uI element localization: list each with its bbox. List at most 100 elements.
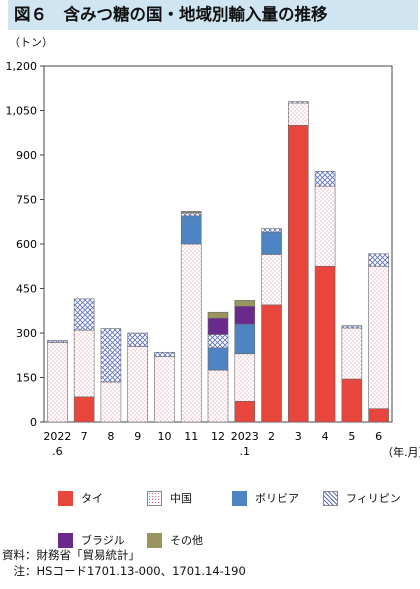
bar-china-0 bbox=[47, 342, 68, 423]
bar-philippines-10 bbox=[314, 171, 336, 187]
x-tick-label-line: 2023 bbox=[231, 430, 259, 443]
x-tick-label-line: .6 bbox=[52, 445, 63, 458]
bar-thai-11 bbox=[341, 378, 363, 423]
bar-other-6 bbox=[207, 311, 229, 319]
x-tick-label-12: 6 bbox=[375, 430, 382, 443]
bar-philippines-6 bbox=[207, 334, 229, 349]
x-tick-label-line: 12 bbox=[211, 430, 225, 443]
bar-china-6 bbox=[207, 369, 229, 423]
y-tick-label-2: 300 bbox=[16, 327, 37, 340]
bar-philippines-9 bbox=[288, 101, 309, 104]
x-tick-label-5: 11 bbox=[184, 430, 198, 443]
bar-philippines-0 bbox=[47, 340, 68, 343]
bar-thai-7 bbox=[234, 400, 256, 423]
legend-label-bolivia: ボリビア bbox=[255, 492, 299, 505]
x-tick-label-6: 12 bbox=[211, 430, 225, 443]
bar-other-5 bbox=[180, 211, 202, 214]
legend-label-brazil: ブラジル bbox=[81, 534, 125, 547]
x-tick-label-2: 8 bbox=[107, 430, 114, 443]
bar-china-1 bbox=[73, 329, 95, 398]
legend-item-other: その他 bbox=[147, 532, 203, 548]
bar-other-7 bbox=[234, 300, 256, 307]
bar-china-4 bbox=[154, 356, 175, 423]
x-axis-unit: （年.月） bbox=[382, 445, 420, 459]
bar-philippines-5 bbox=[180, 212, 202, 217]
x-tick-label-0: 2022 .6 bbox=[43, 430, 71, 458]
legend-item-bolivia: ボリビア bbox=[232, 490, 299, 506]
bar-brazil-7 bbox=[234, 305, 256, 325]
x-tick-label-line: .1 bbox=[240, 445, 251, 458]
x-tick-label-line: 8 bbox=[107, 430, 114, 443]
legend-label-thai: タイ bbox=[81, 492, 103, 505]
x-tick-label-9: 3 bbox=[295, 430, 302, 443]
bar-china-9 bbox=[288, 102, 309, 126]
y-tick-label-0: 0 bbox=[30, 416, 37, 429]
bar-philippines-11 bbox=[341, 325, 363, 329]
hs-code-note: 注：HSコード1701.13-000、1701.14-190 bbox=[2, 564, 246, 578]
bar-philippines-2 bbox=[100, 328, 122, 383]
legend-item-philippines: フィリピン bbox=[323, 490, 401, 506]
y-tick-label-3: 450 bbox=[16, 283, 37, 296]
x-tick-label-line: 2022 bbox=[43, 430, 71, 443]
bar-china-5 bbox=[180, 243, 202, 423]
bar-thai-1 bbox=[73, 396, 95, 423]
y-tick-label-4: 600 bbox=[16, 238, 37, 251]
bar-thai-9 bbox=[288, 125, 309, 423]
x-tick-label-4: 10 bbox=[157, 430, 171, 443]
x-tick-label-line: 10 bbox=[157, 430, 171, 443]
legend-item-china: 中国 bbox=[147, 490, 192, 506]
legend-swatch-philippines bbox=[323, 490, 338, 506]
x-tick-label-1: 7 bbox=[81, 430, 88, 443]
legend-swatch-thai bbox=[58, 490, 73, 506]
x-tick-label-line: 7 bbox=[81, 430, 88, 443]
bar-thai-12 bbox=[368, 408, 389, 423]
bar-philippines-3 bbox=[127, 332, 148, 347]
x-tick-label-line: 3 bbox=[295, 430, 302, 443]
legend-label-china: 中国 bbox=[170, 492, 192, 505]
x-tick-label-7: 2023 .1 bbox=[231, 430, 259, 458]
legend-label-philippines: フィリピン bbox=[346, 492, 401, 505]
legend-item-thai: タイ bbox=[58, 490, 103, 506]
bar-thai-10 bbox=[314, 265, 336, 423]
bar-bolivia-8 bbox=[261, 231, 282, 255]
bar-philippines-1 bbox=[73, 298, 95, 331]
bar-china-12 bbox=[368, 265, 389, 409]
bar-thai-8 bbox=[261, 304, 282, 423]
stacked-bar-chart: 0 150 300 450 600 750 900 1,050 1,200 2022 .6 7 8 9 1… bbox=[6, 60, 420, 459]
legend-item-brazil: ブラジル bbox=[58, 532, 125, 548]
bar-china-8 bbox=[261, 254, 282, 306]
x-tick-label-line: 2 bbox=[268, 430, 275, 443]
chart-title: 図６ 含みつ糖の国・地域別輸入量の推移 bbox=[8, 0, 418, 30]
y-tick-label-8: 1,200 bbox=[6, 60, 38, 73]
x-tick-label-3: 9 bbox=[134, 430, 141, 443]
x-tick-label-line: 4 bbox=[322, 430, 329, 443]
x-tick-label-line: 5 bbox=[348, 430, 355, 443]
y-tick-label-6: 900 bbox=[16, 149, 37, 162]
bar-brazil-6 bbox=[207, 317, 229, 335]
bar-china-7 bbox=[234, 353, 256, 402]
bar-bolivia-7 bbox=[234, 323, 256, 355]
footnotes: 資料：財務省「貿易統計」 注：HSコード1701.13-000、1701.14-… bbox=[2, 547, 246, 579]
bar-china-10 bbox=[314, 185, 336, 267]
x-tick-label-line: 11 bbox=[184, 430, 198, 443]
y-tick-label-1: 150 bbox=[16, 372, 37, 385]
x-tick-label-line: 6 bbox=[375, 430, 382, 443]
y-axis-unit: （トン） bbox=[9, 36, 53, 49]
legend-swatch-china bbox=[147, 490, 162, 506]
bar-china-11 bbox=[341, 327, 363, 380]
bar-philippines-4 bbox=[154, 351, 175, 358]
bar-philippines-12 bbox=[368, 253, 389, 267]
legend-swatch-bolivia bbox=[232, 490, 247, 506]
bar-philippines-8 bbox=[261, 228, 282, 233]
bar-bolivia-5 bbox=[180, 215, 202, 245]
bar-china-2 bbox=[100, 381, 122, 423]
x-tick-label-8: 2 bbox=[268, 430, 275, 443]
legend-swatch-brazil bbox=[58, 532, 73, 548]
legend-swatch-other bbox=[147, 532, 162, 548]
bar-china-3 bbox=[127, 346, 148, 423]
legend-label-other: その他 bbox=[170, 534, 203, 547]
x-tick-label-11: 5 bbox=[348, 430, 355, 443]
y-tick-label-5: 750 bbox=[16, 194, 37, 207]
bar-bolivia-6 bbox=[207, 347, 229, 371]
source-note: 資料：財務省「貿易統計」 bbox=[2, 548, 140, 562]
